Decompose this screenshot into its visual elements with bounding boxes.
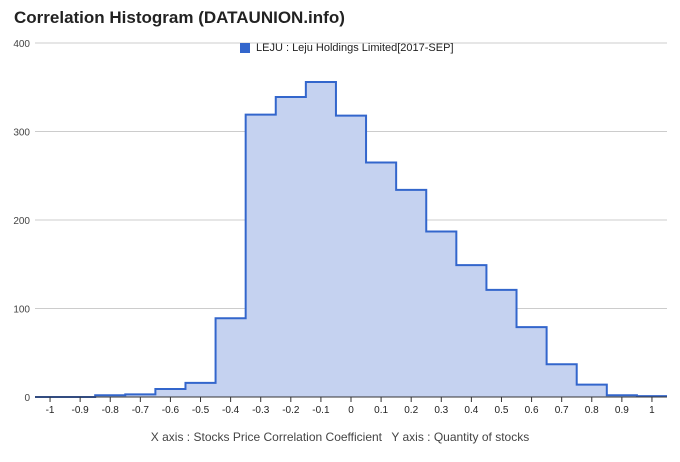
x-axis-ticks: -1 -0.9 -0.8 -0.7 -0.6 -0.5 -0.4 -0.3 -0.2 -0.1 0 0…: [35, 396, 667, 416]
x-tick-label: 0: [348, 405, 354, 416]
x-tick-label: -0.1: [312, 405, 330, 416]
y-axis-ticks: 0 100 200 300 400: [13, 39, 30, 404]
x-tick-label: 0.6: [525, 405, 539, 416]
x-tick-label: 0.9: [615, 405, 629, 416]
legend-swatch: [240, 43, 250, 53]
x-tick-label: -0.2: [282, 405, 300, 416]
x-tick-label: -0.4: [222, 405, 240, 416]
legend[interactable]: LEJU : Leju Holdings Limited[2017-SEP]: [240, 42, 454, 54]
histogram-bin[interactable]: [306, 82, 336, 397]
histogram-bin[interactable]: [547, 364, 577, 397]
histogram-bin[interactable]: [246, 115, 276, 397]
histogram-bin[interactable]: [426, 232, 456, 397]
histogram-bin[interactable]: [366, 162, 396, 397]
x-tick-label: -1: [46, 405, 55, 416]
histogram-bin[interactable]: [486, 290, 516, 397]
histogram-bin[interactable]: [517, 327, 547, 397]
x-tick-label: 0.4: [464, 405, 478, 416]
x-tick-label: 0.8: [585, 405, 599, 416]
histogram-bin[interactable]: [276, 97, 306, 397]
x-tick-label: 1: [649, 405, 655, 416]
histogram-bin[interactable]: [185, 383, 215, 397]
x-tick-label: 0.2: [404, 405, 418, 416]
histogram-area: [35, 80, 667, 398]
x-tick-label: 0.5: [495, 405, 509, 416]
chart-title: Correlation Histogram (DATAUNION.info): [14, 8, 345, 27]
axis-notes: X axis : Stocks Price Correlation Coeffi…: [0, 430, 680, 444]
histogram-bin[interactable]: [336, 116, 366, 397]
y-tick-label: 100: [13, 305, 30, 316]
x-axis-note: X axis : Stocks Price Correlation Coeffi…: [150, 430, 383, 444]
x-tick-label: -0.5: [192, 405, 210, 416]
x-tick-label: -0.9: [72, 405, 90, 416]
y-tick-label: 300: [13, 128, 30, 139]
histogram-bin[interactable]: [396, 190, 426, 397]
x-tick-label: 0.3: [434, 405, 448, 416]
histogram-bin[interactable]: [216, 318, 246, 397]
y-tick-label: 0: [24, 393, 30, 404]
x-tick-label: 0.1: [374, 405, 388, 416]
histogram-bin[interactable]: [577, 385, 607, 397]
x-tick-label: -0.8: [102, 405, 120, 416]
y-tick-label: 200: [13, 216, 30, 227]
histogram-bin[interactable]: [456, 265, 486, 397]
histogram-line: [35, 80, 667, 398]
x-tick-label: -0.3: [252, 405, 270, 416]
x-tick-label: -0.7: [132, 405, 150, 416]
histogram-fill: [35, 81, 667, 397]
y-axis-note: Y axis : Quantity of stocks: [391, 430, 530, 444]
legend-label: LEJU : Leju Holdings Limited[2017-SEP]: [256, 42, 454, 54]
histogram-bin[interactable]: [155, 389, 185, 397]
x-tick-label: 0.7: [555, 405, 569, 416]
x-tick-label: -0.6: [162, 405, 180, 416]
y-tick-label: 400: [13, 39, 30, 50]
